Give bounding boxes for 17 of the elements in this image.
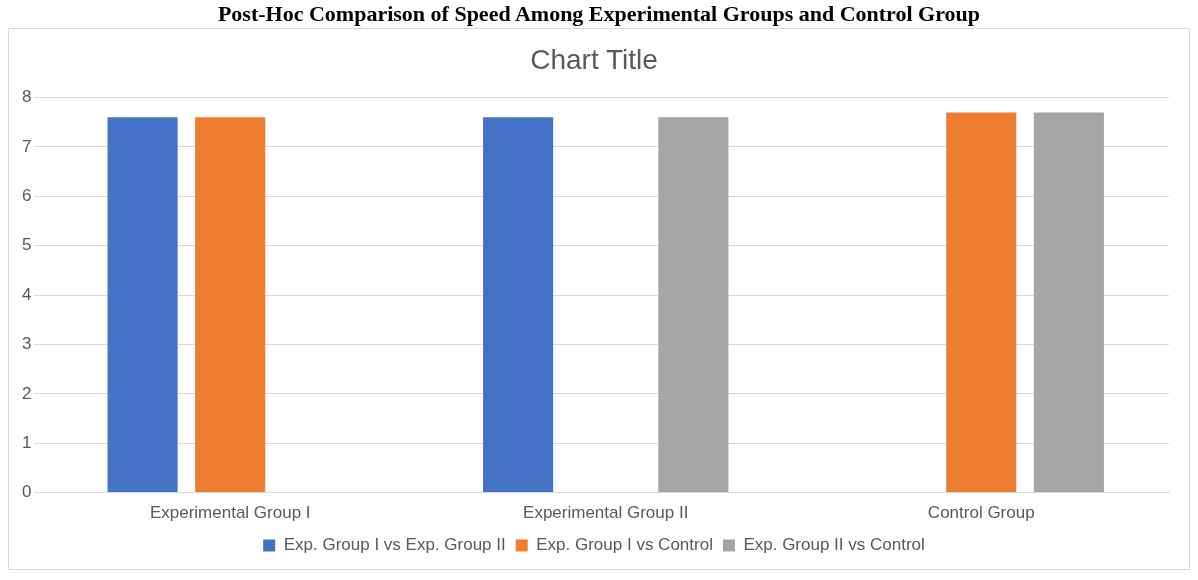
- y-tick-label: 1: [21, 432, 32, 452]
- legend-label: Exp. Group II vs Control: [743, 535, 925, 555]
- legend-label: Exp. Group I vs Control: [536, 535, 713, 555]
- chart-subtitle: Chart Title: [530, 43, 658, 75]
- x-tick-label: Experimental Group I: [149, 503, 311, 523]
- y-tick-label: 3: [21, 334, 32, 354]
- x-tick-label: Control Group: [927, 503, 1035, 523]
- y-tick-label: 8: [21, 87, 32, 107]
- y-tick-label: 5: [21, 235, 32, 255]
- y-tick-label: 2: [21, 383, 32, 403]
- y-tick-label: 7: [21, 136, 32, 156]
- y-tick-label: 6: [21, 186, 32, 206]
- chart-title: Post-Hoc Comparison of Speed Among Experimental Groups and Control Group: [216, 0, 982, 28]
- legend-label: Exp. Group I vs Exp. Group II: [283, 535, 506, 555]
- y-tick-label: 4: [21, 284, 32, 304]
- y-tick-label: 0: [21, 482, 32, 502]
- x-tick-label: Experimental Group II: [523, 503, 689, 523]
